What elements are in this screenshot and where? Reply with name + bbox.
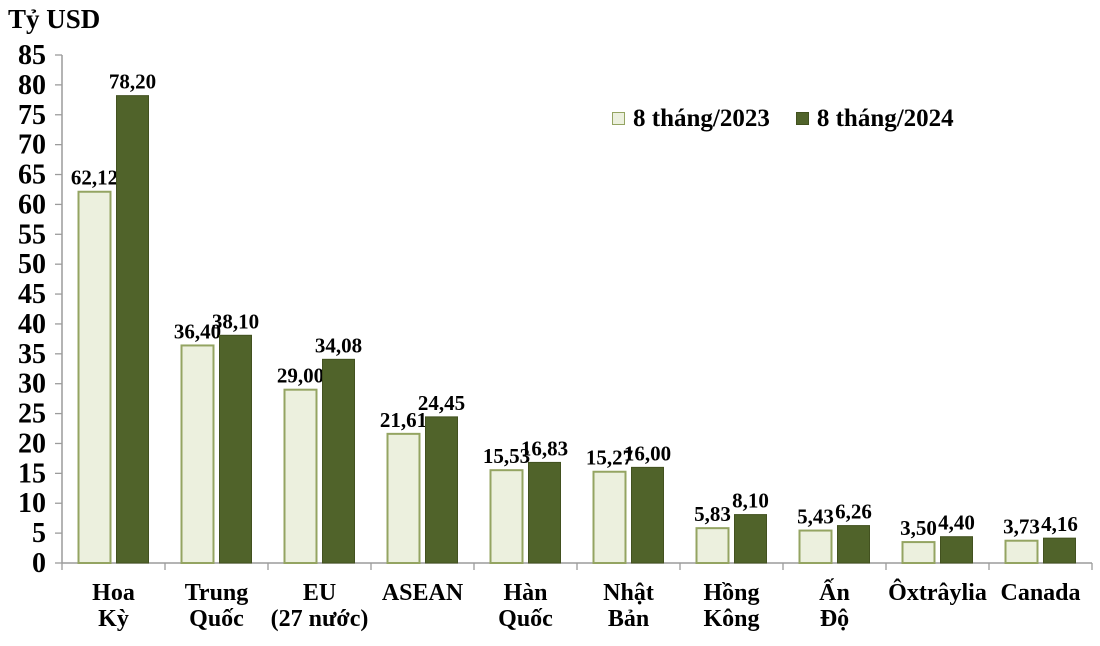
bar-2023 <box>695 527 730 564</box>
bar-2023 <box>77 190 112 565</box>
bar-2023 <box>592 470 627 564</box>
value-label: 62,12 <box>71 166 118 190</box>
value-label: 16,00 <box>624 441 671 465</box>
x-category-label: Hàn Quốc <box>498 580 553 632</box>
bar-2023 <box>1004 539 1039 564</box>
y-tick-label: 50 <box>18 249 46 280</box>
x-category-label: Canada <box>1000 580 1080 606</box>
legend-label: 8 tháng/2023 <box>633 105 770 132</box>
value-label: 36,40 <box>174 319 221 343</box>
x-category-label: Hồng Kông <box>703 580 759 632</box>
value-label: 29,00 <box>277 364 324 388</box>
y-tick-label: 5 <box>32 518 46 549</box>
value-label: 8,10 <box>732 489 769 513</box>
bar-2024 <box>322 358 355 564</box>
y-tick-label: 80 <box>18 70 46 101</box>
bar-2023 <box>901 541 936 564</box>
y-tick-label: 25 <box>18 399 46 430</box>
legend: 8 tháng/2023 8 tháng/2024 <box>612 106 954 131</box>
x-category-label: Hoa Kỳ <box>92 580 135 632</box>
y-tick-label: 35 <box>18 339 46 370</box>
bar-2023 <box>386 432 421 565</box>
value-label: 15,53 <box>483 444 530 468</box>
value-label: 5,43 <box>797 505 834 529</box>
bar-2023 <box>180 344 215 565</box>
value-label: 3,50 <box>900 516 937 540</box>
bar-2023 <box>489 469 524 565</box>
value-label: 34,08 <box>315 333 362 357</box>
legend-swatch-icon <box>612 112 625 125</box>
value-label: 5,83 <box>694 502 731 526</box>
legend-item-2023: 8 tháng/2023 <box>612 106 770 131</box>
y-tick-label: 10 <box>18 488 46 519</box>
bar-2024 <box>425 416 458 564</box>
bar-2024 <box>1043 537 1076 564</box>
y-tick-label: 65 <box>18 160 46 191</box>
x-category-label: Nhật Bản <box>603 580 654 632</box>
value-label: 4,16 <box>1041 512 1078 536</box>
value-label: 15,27 <box>586 446 633 470</box>
x-category-label: Ôxtrâylia <box>888 579 987 606</box>
legend-label: 8 tháng/2024 <box>816 105 954 132</box>
y-tick-label: 85 <box>18 40 46 71</box>
y-tick-label: 60 <box>18 189 46 220</box>
bar-2024 <box>631 466 664 564</box>
bar-2024 <box>528 461 561 564</box>
value-label: 4,40 <box>938 511 975 535</box>
value-label: 21,61 <box>380 408 427 432</box>
x-category-label: Ấn Độ <box>819 579 850 632</box>
y-tick-label: 40 <box>18 309 46 340</box>
bar-2023 <box>283 388 318 564</box>
legend-item-2024: 8 tháng/2024 <box>795 105 954 132</box>
y-tick-label: 70 <box>18 130 46 161</box>
x-category-label: ASEAN <box>382 580 464 606</box>
x-category-label: Trung Quốc <box>185 580 249 632</box>
y-tick-label: 45 <box>18 279 46 310</box>
y-axis-unit-label: Tỷ USD <box>8 4 101 34</box>
y-tick-label: 75 <box>18 100 46 131</box>
y-tick-label: 30 <box>18 369 46 400</box>
bar-2024 <box>734 514 767 564</box>
bar-2024 <box>219 334 252 564</box>
bar-2024 <box>837 525 870 564</box>
y-tick-label: 55 <box>18 219 46 250</box>
x-category-label: EU (27 nước) <box>271 580 369 632</box>
value-label: 3,73 <box>1003 515 1040 539</box>
y-tick-label: 20 <box>18 428 46 459</box>
value-label: 78,20 <box>109 70 156 94</box>
bar-2024 <box>116 95 149 564</box>
value-label: 16,83 <box>521 436 568 460</box>
y-tick-label: 15 <box>18 458 46 489</box>
value-label: 24,45 <box>418 391 465 415</box>
legend-swatch-icon <box>795 112 809 125</box>
value-label: 38,10 <box>212 309 259 333</box>
bar-2024 <box>940 536 973 564</box>
value-label: 6,26 <box>835 500 872 524</box>
bar-2023 <box>798 529 833 565</box>
y-tick-label: 0 <box>32 548 46 579</box>
